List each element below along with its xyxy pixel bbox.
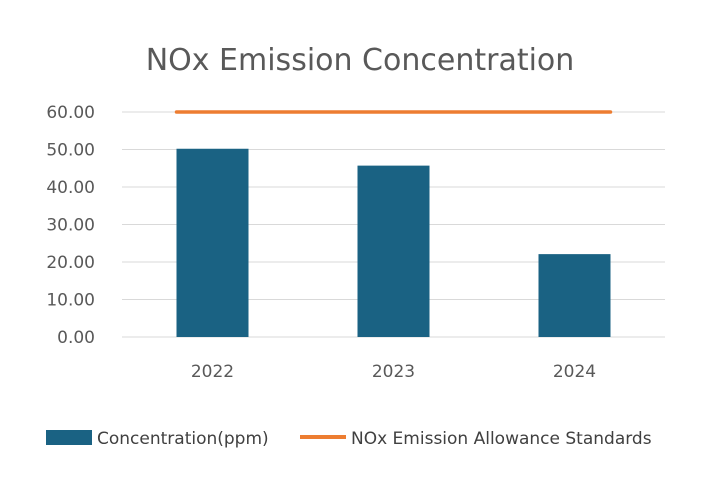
chart-title: NOx Emission Concentration: [146, 43, 575, 78]
y-tick-label: 60.00: [46, 103, 95, 123]
y-tick-label: 0.00: [57, 328, 95, 348]
legend-line-label: NOx Emission Allowance Standards: [351, 429, 652, 449]
x-tick-label: 2023: [372, 362, 415, 382]
x-axis-ticks: 2022 2023 2024: [191, 362, 596, 382]
y-tick-label: 50.00: [46, 141, 95, 161]
legend: Concentration(ppm) NOx Emission Allowanc…: [46, 429, 652, 449]
legend-bar-label: Concentration(ppm): [97, 429, 269, 449]
bars: [176, 148, 611, 337]
bar-2022: [176, 148, 249, 337]
x-tick-label: 2024: [553, 362, 596, 382]
y-tick-label: 30.00: [46, 216, 95, 236]
y-tick-label: 40.00: [46, 178, 95, 198]
y-tick-label: 10.00: [46, 291, 95, 311]
bar-2024: [538, 254, 611, 337]
y-axis-ticks: 0.00 10.00 20.00 30.00 40.00 50.00 60.00: [46, 103, 95, 348]
bar-2023: [357, 165, 430, 337]
y-tick-label: 20.00: [46, 253, 95, 273]
legend-bar-swatch: [46, 430, 92, 445]
x-tick-label: 2022: [191, 362, 234, 382]
